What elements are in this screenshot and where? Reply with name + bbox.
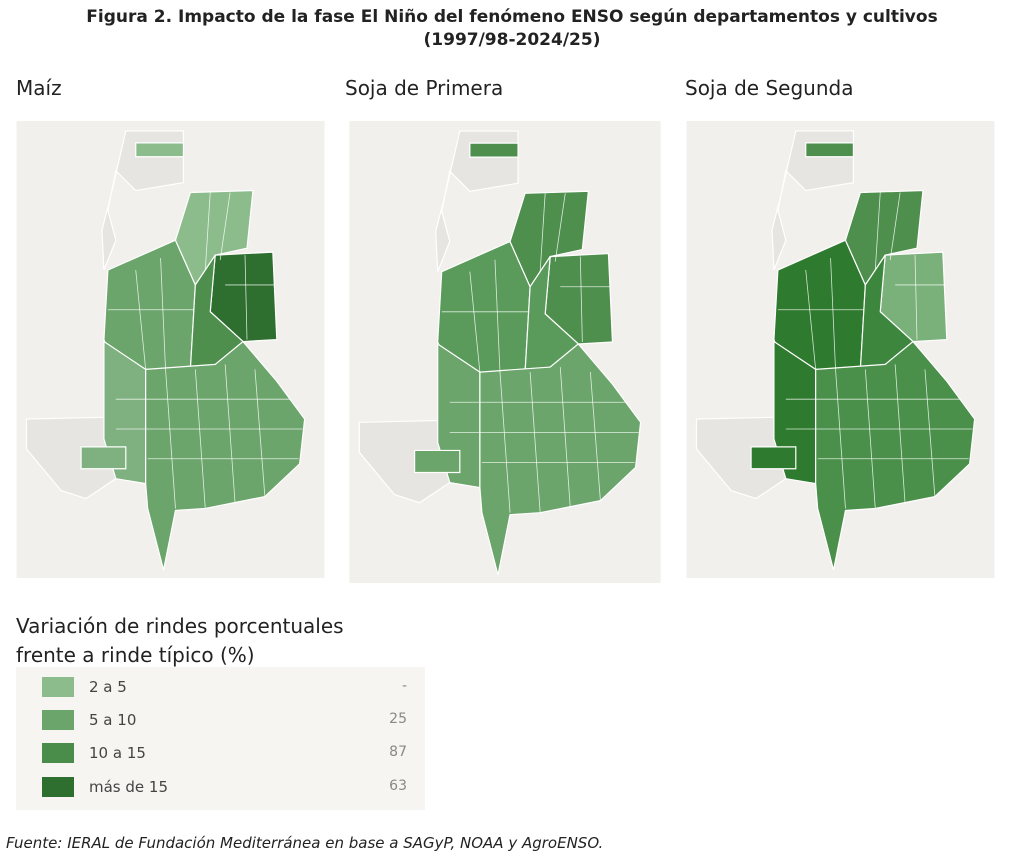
map-maiz: [16, 121, 325, 578]
legend-item: más de 15 63: [42, 777, 407, 797]
legend: 2 a 5 - 5 a 10 25 10 a 15 87 más de 15 6…: [16, 667, 425, 810]
legend-item: 2 a 5 -: [42, 677, 407, 697]
legend-count: 87: [389, 744, 407, 760]
source-note: Fuente: IERAL de Fundación Mediterránea …: [6, 834, 604, 852]
panel-title: Maíz: [16, 76, 62, 100]
legend-label: 2 a 5: [89, 678, 127, 696]
map-soja-primera: [348, 121, 662, 583]
legend-swatch: [42, 777, 74, 797]
title-line: Figura 2. Impacto de la fase El Niño del…: [86, 7, 938, 27]
panel-title: Soja de Primera: [345, 76, 504, 100]
legend-title: Variación de rindes porcentuales frente …: [16, 612, 344, 670]
figure-title: Figura 2. Impacto de la fase El Niño del…: [0, 6, 1024, 52]
legend-item: 5 a 10 25: [42, 710, 407, 730]
legend-label: 5 a 10: [89, 711, 137, 729]
legend-label: 10 a 15: [89, 744, 146, 762]
legend-title-line: Variación de rindes porcentuales: [16, 614, 344, 638]
legend-label: más de 15: [89, 778, 168, 796]
legend-title-line: frente a rinde típico (%): [16, 643, 255, 667]
map-soja-segunda: [685, 121, 996, 578]
legend-swatch: [42, 710, 74, 730]
legend-count: -: [401, 678, 407, 694]
panel-title: Soja de Segunda: [685, 76, 854, 100]
legend-swatch: [42, 743, 74, 763]
legend-count: 25: [389, 711, 407, 727]
title-line: (1997/98-2024/25): [423, 30, 601, 50]
legend-item: 10 a 15 87: [42, 743, 407, 763]
legend-swatch: [42, 677, 74, 697]
legend-count: 63: [389, 778, 407, 794]
